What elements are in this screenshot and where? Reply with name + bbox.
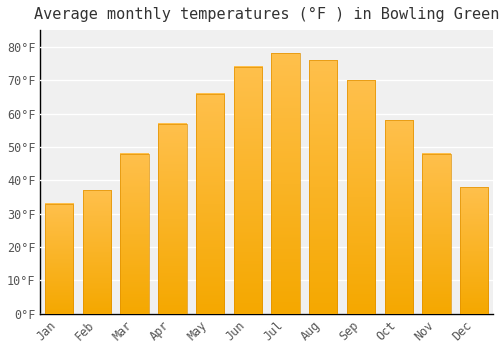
Title: Average monthly temperatures (°F ) in Bowling Green: Average monthly temperatures (°F ) in Bo… (34, 7, 500, 22)
Bar (309, 60, 338, 314)
Bar (196, 93, 224, 314)
Bar (83, 190, 111, 314)
Bar (384, 120, 413, 314)
Bar (422, 154, 450, 314)
Bar (120, 154, 149, 314)
Bar (234, 67, 262, 314)
Bar (347, 80, 375, 314)
Bar (158, 124, 186, 314)
Bar (272, 54, 299, 314)
Bar (460, 187, 488, 314)
Bar (45, 204, 74, 314)
